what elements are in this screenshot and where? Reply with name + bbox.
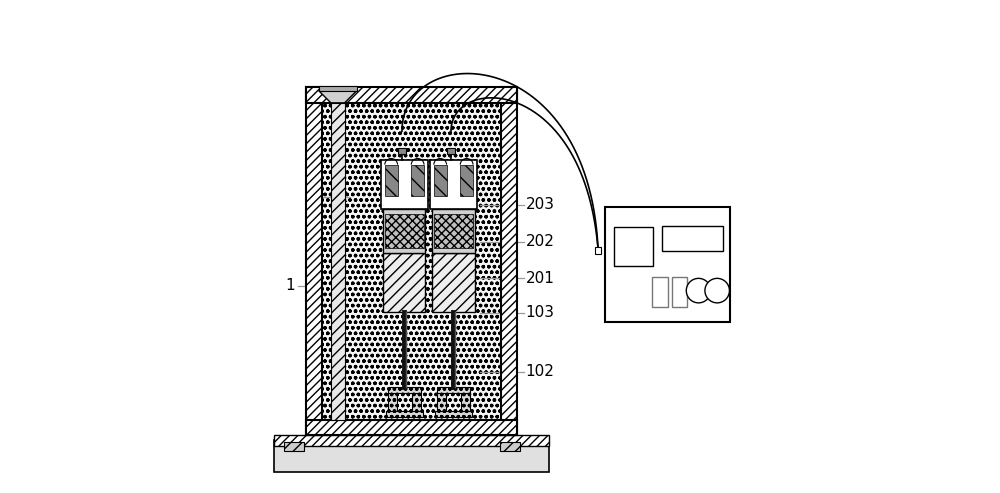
Bar — [383, 253, 425, 312]
Bar — [614, 227, 653, 266]
Bar — [672, 278, 687, 307]
Bar — [306, 87, 322, 435]
Bar — [383, 209, 425, 253]
Text: 2: 2 — [338, 190, 348, 205]
Bar — [434, 165, 447, 197]
Bar — [652, 278, 668, 307]
Bar — [284, 442, 304, 451]
Bar — [411, 165, 424, 197]
Text: 103: 103 — [525, 305, 554, 320]
Bar — [412, 390, 421, 411]
Bar — [385, 213, 424, 248]
Bar — [432, 253, 475, 312]
Bar — [501, 87, 517, 435]
Bar — [461, 390, 470, 411]
Circle shape — [705, 279, 729, 303]
Bar — [322, 103, 501, 420]
Bar — [386, 411, 423, 417]
Bar — [437, 387, 470, 392]
Bar — [662, 226, 723, 251]
Bar — [274, 440, 549, 472]
Bar — [430, 160, 477, 209]
Bar — [306, 420, 517, 435]
Bar — [388, 390, 397, 411]
Bar — [605, 207, 730, 322]
Bar — [388, 387, 421, 392]
Bar — [447, 148, 455, 154]
Bar — [435, 411, 472, 417]
Bar — [381, 160, 428, 209]
Bar — [432, 209, 475, 253]
Circle shape — [686, 279, 711, 303]
Bar — [398, 148, 406, 154]
Bar — [306, 87, 517, 103]
Bar — [500, 442, 520, 451]
Bar — [460, 165, 473, 197]
Bar — [595, 247, 601, 254]
Text: 102: 102 — [525, 364, 554, 379]
Text: 203: 203 — [525, 197, 554, 212]
Bar — [385, 165, 398, 197]
Bar — [274, 435, 549, 446]
Text: 201: 201 — [525, 271, 554, 286]
Bar — [437, 390, 446, 411]
Text: 202: 202 — [525, 234, 554, 249]
Bar — [434, 213, 473, 248]
Bar — [319, 86, 357, 91]
Bar — [331, 103, 345, 420]
Text: 1: 1 — [285, 278, 295, 293]
Polygon shape — [319, 91, 357, 103]
